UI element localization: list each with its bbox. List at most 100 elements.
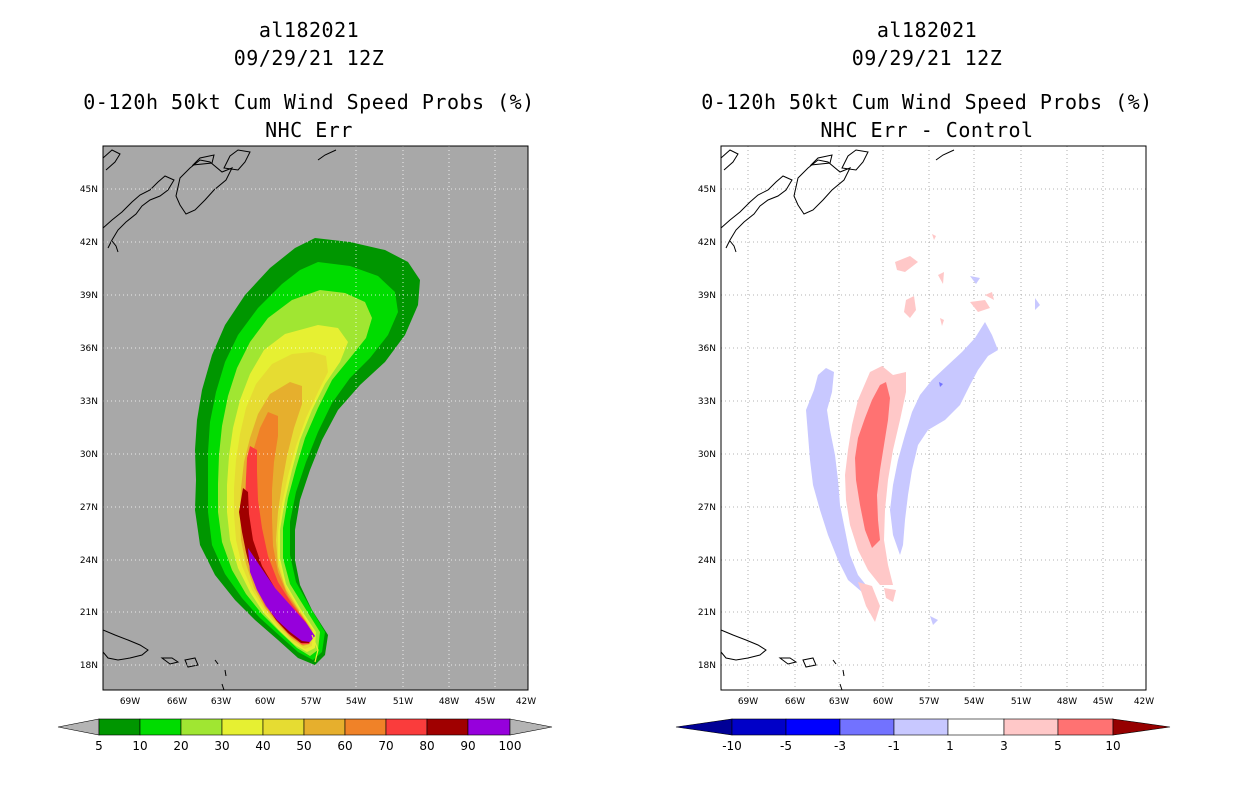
left-lat-labels: 45N 42N 39N 36N 33N 30N 27N 24N 21N 18N bbox=[80, 185, 98, 671]
diff-pos-north-4 bbox=[985, 292, 994, 300]
right-lat-21n: 21N bbox=[698, 608, 716, 618]
right-lat-45n: 45N bbox=[698, 185, 716, 195]
right-lon-57w: 57W bbox=[919, 697, 939, 707]
left-product-title: 0-120h 50kt Cum Wind Speed Probs (%) bbox=[83, 90, 535, 114]
right-lon-54w: 54W bbox=[964, 697, 984, 707]
right-colorbar bbox=[675, 718, 1171, 736]
diff-pos-north-3 bbox=[970, 300, 990, 312]
right-lat-42n: 42N bbox=[698, 238, 716, 248]
right-cbar-label-neg1: -1 bbox=[888, 739, 900, 753]
right-cbar-label-1: 1 bbox=[946, 739, 954, 753]
left-colorbar bbox=[57, 718, 553, 736]
right-cbar-swatch-1 bbox=[785, 718, 841, 736]
left-lon-57w: 57W bbox=[301, 697, 321, 707]
right-cbar-swatch-2 bbox=[839, 718, 895, 736]
left-cbar-label-60: 60 bbox=[337, 739, 352, 753]
left-cbar-label-100: 100 bbox=[499, 739, 522, 753]
left-cbar-label-40: 40 bbox=[255, 739, 270, 753]
left-lon-60w: 60W bbox=[255, 697, 275, 707]
left-lon-69w: 69W bbox=[120, 697, 140, 707]
right-cbar-label-neg5: -5 bbox=[780, 739, 792, 753]
left-cbar-label-20: 20 bbox=[173, 739, 188, 753]
left-cbar-label-90: 90 bbox=[460, 739, 475, 753]
left-lat-24n: 24N bbox=[80, 556, 98, 566]
left-cbar-swatch-0 bbox=[98, 718, 141, 736]
right-lon-66w: 66W bbox=[785, 697, 805, 707]
left-cbar-label-50: 50 bbox=[296, 739, 311, 753]
left-cbar-label-70: 70 bbox=[378, 739, 393, 753]
right-cbar-label-3: 3 bbox=[1000, 739, 1008, 753]
right-lat-36n: 36N bbox=[698, 344, 716, 354]
left-cbar-swatch-7 bbox=[385, 718, 428, 736]
right-colorbar-over bbox=[1112, 718, 1171, 736]
right-datetime: 09/29/21 12Z bbox=[851, 46, 1003, 70]
left-lon-63w: 63W bbox=[211, 697, 231, 707]
left-cbar-swatch-3 bbox=[221, 718, 264, 736]
right-cbar-swatch-6 bbox=[1057, 718, 1114, 736]
right-lon-48w: 48W bbox=[1057, 697, 1077, 707]
diff-neg-small-1 bbox=[970, 276, 980, 284]
right-lat-33n: 33N bbox=[698, 397, 716, 407]
contour-100pct bbox=[311, 634, 319, 663]
left-lat-30n: 30N bbox=[80, 450, 98, 460]
diff-neg-west-band bbox=[806, 368, 870, 592]
left-lat-27n: 27N bbox=[80, 503, 98, 513]
diff-pos-north-2 bbox=[904, 296, 916, 318]
left-colorbar-under bbox=[57, 718, 100, 736]
left-lon-66w: 66W bbox=[167, 697, 187, 707]
right-lon-42w: 42W bbox=[1134, 697, 1154, 707]
right-coastlines bbox=[720, 149, 955, 691]
left-cbar-swatch-4 bbox=[262, 718, 305, 736]
diff-pos-1-tail2 bbox=[884, 588, 896, 602]
right-lat-18n: 18N bbox=[698, 661, 716, 671]
right-cbar-swatch-3 bbox=[893, 718, 949, 736]
diff-pos-north-1 bbox=[895, 256, 918, 272]
right-product-title: 0-120h 50kt Cum Wind Speed Probs (%) bbox=[701, 90, 1153, 114]
left-lat-21n: 21N bbox=[80, 608, 98, 618]
right-map-frame bbox=[720, 145, 1147, 691]
diff-neg-darker bbox=[939, 382, 943, 387]
left-lon-54w: 54W bbox=[346, 697, 366, 707]
left-lat-33n: 33N bbox=[80, 397, 98, 407]
right-colorbar-under bbox=[675, 718, 733, 736]
left-lon-labels: 69W 66W 63W 60W 57W 54W 51W 48W 45W 42W bbox=[120, 697, 536, 707]
right-cbar-swatch-5 bbox=[1003, 718, 1059, 736]
right-lon-63w: 63W bbox=[829, 697, 849, 707]
right-lat-30n: 30N bbox=[698, 450, 716, 460]
right-cbar-label-neg3: -3 bbox=[834, 739, 846, 753]
diff-pos-north-6 bbox=[932, 234, 936, 240]
diff-neg-small-3 bbox=[930, 616, 938, 625]
left-experiment-title: NHC Err bbox=[265, 118, 353, 142]
left-cbar-swatch-2 bbox=[180, 718, 223, 736]
left-lat-18n: 18N bbox=[80, 661, 98, 671]
left-lat-36n: 36N bbox=[80, 344, 98, 354]
left-lon-45w: 45W bbox=[475, 697, 495, 707]
diff-neg-east-band bbox=[890, 322, 998, 555]
right-lat-labels: 45N 42N 39N 36N 33N 30N 27N 24N 21N 18N bbox=[698, 185, 716, 671]
left-map-frame bbox=[102, 145, 529, 691]
right-lat-24n: 24N bbox=[698, 556, 716, 566]
diff-neg-small-2 bbox=[1035, 298, 1040, 310]
left-map-panel: 45N 42N 39N 36N 33N 30N 27N 24N 21N 18N … bbox=[57, 145, 553, 753]
left-lat-39n: 39N bbox=[80, 291, 98, 301]
right-lat-27n: 27N bbox=[698, 503, 716, 513]
right-difference-contours bbox=[806, 234, 1040, 625]
left-gridlines bbox=[103, 146, 528, 690]
left-probability-contours bbox=[103, 146, 528, 690]
left-cbar-swatch-1 bbox=[139, 718, 182, 736]
left-datetime: 09/29/21 12Z bbox=[233, 46, 385, 70]
left-cbar-label-5: 5 bbox=[95, 739, 103, 753]
contour-90pct bbox=[248, 548, 315, 642]
left-cbar-label-80: 80 bbox=[419, 739, 434, 753]
right-lon-51w: 51W bbox=[1011, 697, 1031, 707]
left-lon-42w: 42W bbox=[516, 697, 536, 707]
right-cbar-label-5: 5 bbox=[1054, 739, 1062, 753]
right-cbar-label-10: 10 bbox=[1105, 739, 1120, 753]
left-lat-45n: 45N bbox=[80, 185, 98, 195]
left-colorbar-over bbox=[509, 718, 553, 736]
left-cbar-swatch-6 bbox=[344, 718, 387, 736]
right-lat-39n: 39N bbox=[698, 291, 716, 301]
right-colorbar-labels: -10 -5 -3 -1 1 3 5 10 bbox=[722, 739, 1120, 753]
left-colorbar-labels: 5 10 20 30 40 50 60 70 80 90 100 bbox=[95, 739, 521, 753]
